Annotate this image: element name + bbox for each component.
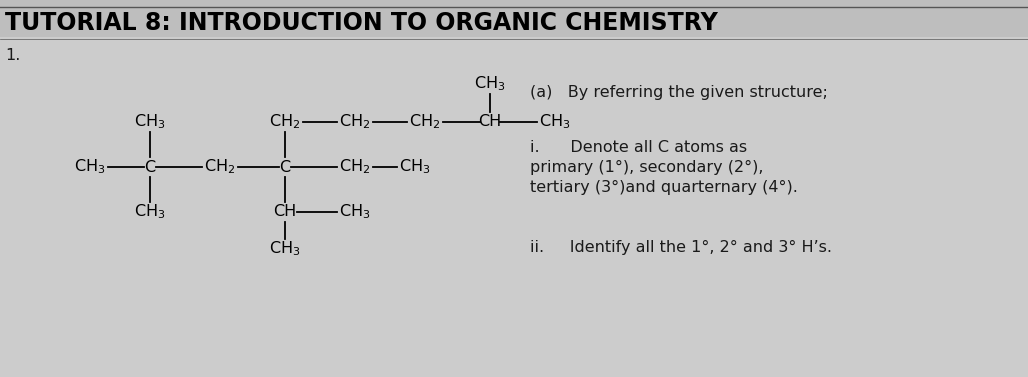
Text: CH: CH [273,204,297,219]
Text: CH$_2$: CH$_2$ [409,113,441,131]
Text: C: C [145,159,155,175]
Text: i.      Denote all C atoms as: i. Denote all C atoms as [530,139,747,155]
Text: CH$_2$: CH$_2$ [205,158,235,176]
Text: CH$_3$: CH$_3$ [474,75,506,93]
Text: C: C [280,159,291,175]
Text: CH$_3$: CH$_3$ [399,158,431,176]
Text: CH$_3$: CH$_3$ [339,203,371,221]
Text: primary (1°), secondary (2°),: primary (1°), secondary (2°), [530,159,764,175]
Text: CH$_3$: CH$_3$ [74,158,106,176]
Text: ii.     Identify all the 1°, 2° and 3° H’s.: ii. Identify all the 1°, 2° and 3° H’s. [530,239,832,254]
Text: CH: CH [478,115,502,130]
Text: CH$_3$: CH$_3$ [135,113,166,131]
Text: CH$_3$: CH$_3$ [135,203,166,221]
Text: TUTORIAL 8: INTRODUCTION TO ORGANIC CHEMISTRY: TUTORIAL 8: INTRODUCTION TO ORGANIC CHEM… [5,11,718,35]
Text: CH$_3$: CH$_3$ [540,113,571,131]
Text: 1.: 1. [5,48,21,63]
Text: CH$_2$: CH$_2$ [269,113,300,131]
Text: CH$_3$: CH$_3$ [269,240,301,258]
Text: CH$_2$: CH$_2$ [339,113,371,131]
FancyBboxPatch shape [0,37,1028,377]
FancyBboxPatch shape [0,0,1028,37]
Text: (a)   By referring the given structure;: (a) By referring the given structure; [530,84,828,100]
Text: tertiary (3°)and quarternary (4°).: tertiary (3°)and quarternary (4°). [530,179,798,195]
Text: CH$_2$: CH$_2$ [339,158,371,176]
